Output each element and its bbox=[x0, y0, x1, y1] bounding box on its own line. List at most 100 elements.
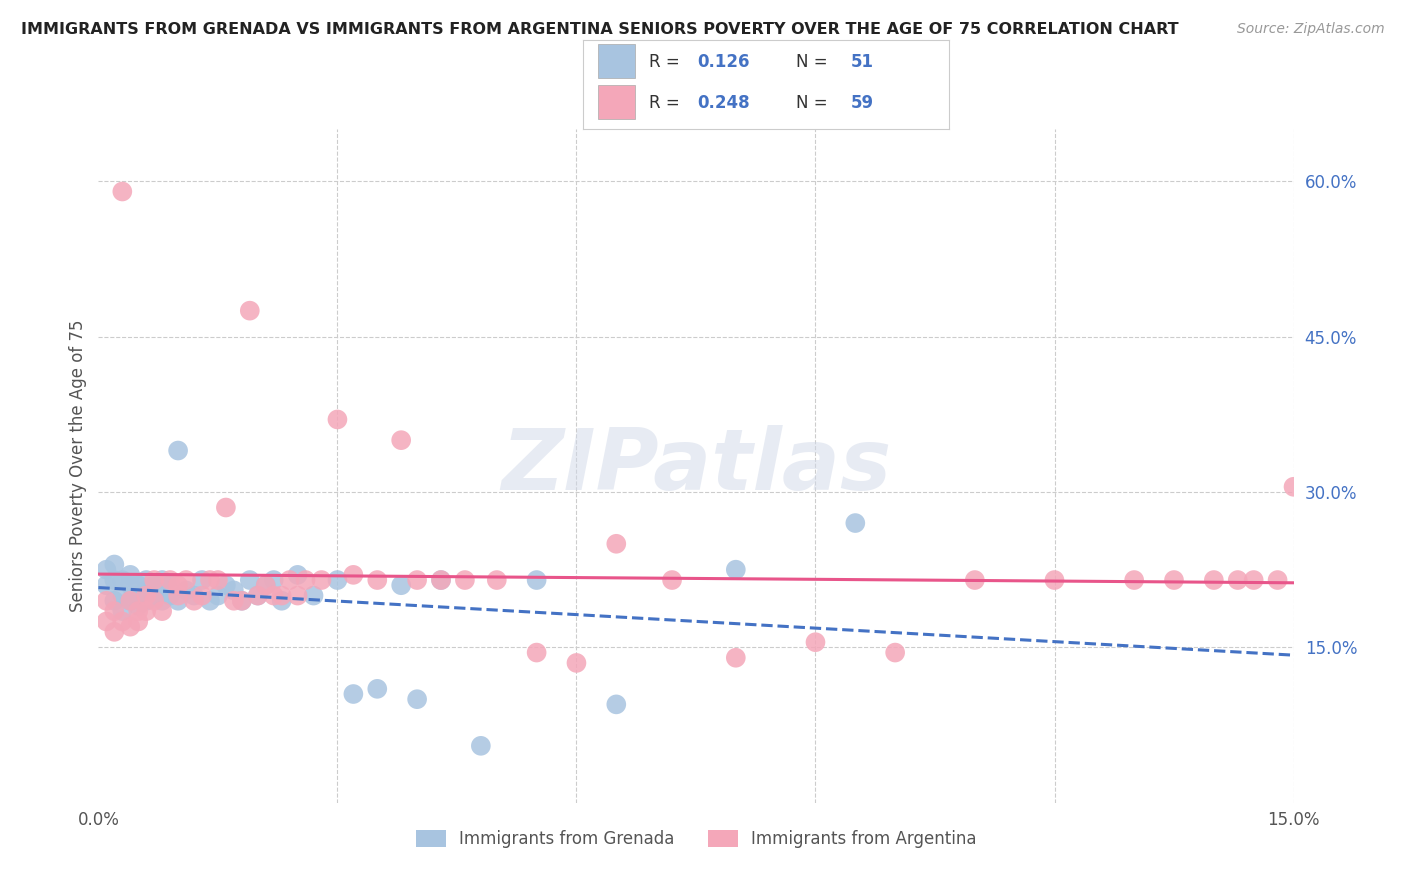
Point bbox=[246, 589, 269, 603]
Point bbox=[120, 620, 142, 634]
Point bbox=[1202, 573, 1225, 587]
Point bbox=[159, 573, 181, 587]
Point bbox=[1043, 573, 1066, 587]
Point bbox=[120, 567, 142, 582]
Point bbox=[135, 604, 157, 618]
Point bbox=[120, 594, 142, 608]
Point bbox=[198, 573, 221, 587]
Point bbox=[127, 589, 149, 603]
Point bbox=[215, 500, 238, 515]
Point bbox=[183, 594, 205, 608]
Point bbox=[1282, 480, 1305, 494]
Point bbox=[143, 578, 166, 592]
Point bbox=[143, 573, 166, 587]
Point bbox=[724, 650, 747, 665]
Point bbox=[159, 578, 181, 592]
Text: Source: ZipAtlas.com: Source: ZipAtlas.com bbox=[1237, 22, 1385, 37]
Point bbox=[111, 615, 134, 629]
Point bbox=[844, 516, 866, 530]
Point bbox=[326, 573, 349, 587]
Text: 51: 51 bbox=[851, 53, 873, 70]
Point bbox=[302, 589, 325, 603]
Point bbox=[135, 583, 157, 598]
Point bbox=[150, 594, 173, 608]
Point bbox=[135, 589, 157, 603]
Point bbox=[215, 578, 238, 592]
Point bbox=[884, 646, 907, 660]
Point bbox=[198, 594, 221, 608]
Point bbox=[111, 573, 134, 587]
Point bbox=[96, 563, 118, 577]
Point bbox=[135, 594, 157, 608]
Text: R =: R = bbox=[650, 94, 685, 112]
Point bbox=[263, 573, 285, 587]
Point bbox=[231, 594, 253, 608]
Point bbox=[143, 594, 166, 608]
Point bbox=[222, 594, 245, 608]
Legend: Immigrants from Grenada, Immigrants from Argentina: Immigrants from Grenada, Immigrants from… bbox=[409, 823, 983, 855]
Point bbox=[143, 589, 166, 603]
Point bbox=[406, 573, 429, 587]
Point bbox=[270, 589, 292, 603]
Point bbox=[239, 573, 262, 587]
Point bbox=[254, 578, 277, 592]
Point bbox=[1226, 573, 1249, 587]
Point bbox=[150, 604, 173, 618]
Point bbox=[526, 573, 548, 587]
Point bbox=[1267, 573, 1289, 587]
Point bbox=[963, 573, 986, 587]
Point bbox=[127, 615, 149, 629]
FancyBboxPatch shape bbox=[598, 44, 634, 78]
Point bbox=[135, 573, 157, 587]
Point bbox=[605, 537, 627, 551]
Point bbox=[167, 578, 190, 592]
Point bbox=[430, 573, 453, 587]
Point bbox=[127, 604, 149, 618]
Point bbox=[239, 303, 262, 318]
Point bbox=[96, 615, 118, 629]
Text: IMMIGRANTS FROM GRENADA VS IMMIGRANTS FROM ARGENTINA SENIORS POVERTY OVER THE AG: IMMIGRANTS FROM GRENADA VS IMMIGRANTS FR… bbox=[21, 22, 1178, 37]
Point bbox=[294, 573, 316, 587]
Point bbox=[430, 573, 453, 587]
Point bbox=[263, 589, 285, 603]
Point bbox=[174, 583, 197, 598]
Point bbox=[167, 589, 190, 603]
Point bbox=[406, 692, 429, 706]
Point bbox=[485, 573, 508, 587]
Text: N =: N = bbox=[796, 53, 832, 70]
Point bbox=[96, 594, 118, 608]
Point bbox=[222, 583, 245, 598]
Text: ZIPatlas: ZIPatlas bbox=[501, 425, 891, 508]
Point bbox=[1243, 573, 1265, 587]
Point bbox=[167, 443, 190, 458]
Point bbox=[167, 594, 190, 608]
Text: R =: R = bbox=[650, 53, 685, 70]
Point bbox=[207, 589, 229, 603]
Point bbox=[150, 573, 173, 587]
Point bbox=[661, 573, 683, 587]
Point bbox=[724, 563, 747, 577]
Point bbox=[311, 573, 333, 587]
Point bbox=[207, 573, 229, 587]
Point bbox=[326, 412, 349, 426]
Point bbox=[183, 589, 205, 603]
Point bbox=[366, 681, 388, 696]
Point bbox=[1163, 573, 1185, 587]
Point bbox=[565, 656, 588, 670]
Point bbox=[389, 433, 412, 447]
Text: 0.248: 0.248 bbox=[697, 94, 749, 112]
Point bbox=[103, 624, 125, 639]
Point bbox=[127, 578, 149, 592]
Point bbox=[174, 573, 197, 587]
Point bbox=[103, 558, 125, 572]
Text: N =: N = bbox=[796, 94, 832, 112]
Point bbox=[804, 635, 827, 649]
Point bbox=[191, 573, 214, 587]
Point bbox=[120, 594, 142, 608]
Point bbox=[231, 594, 253, 608]
Text: 59: 59 bbox=[851, 94, 873, 112]
Point bbox=[103, 594, 125, 608]
Point bbox=[191, 589, 214, 603]
Point bbox=[246, 589, 269, 603]
Point bbox=[1123, 573, 1146, 587]
